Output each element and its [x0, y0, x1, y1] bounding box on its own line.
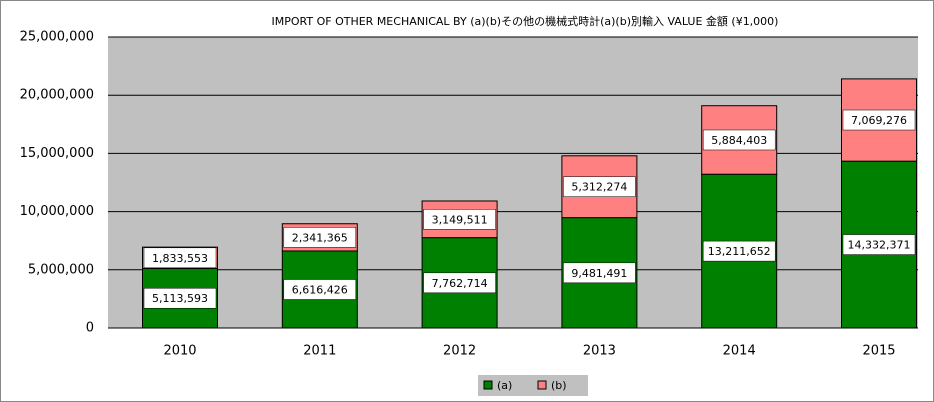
legend-label: (b)	[551, 379, 567, 392]
data-label: 7,762,714	[432, 277, 488, 290]
y-tick-label: 0	[86, 321, 94, 336]
data-label-box	[842, 234, 916, 255]
data-label: 2,341,365	[292, 231, 348, 244]
data-label-box	[423, 209, 496, 230]
data-label: 6,616,426	[292, 283, 348, 296]
x-tick-label: 2011	[303, 344, 336, 359]
data-label-box	[702, 240, 776, 262]
data-label-box	[842, 109, 916, 131]
x-tick-label: 2012	[443, 344, 476, 359]
y-tick-label: 10,000,000	[20, 204, 94, 219]
data-label: 7,069,276	[851, 114, 907, 127]
data-label: 5,884,403	[711, 134, 767, 147]
data-label: 13,211,652	[708, 245, 771, 258]
data-label: 5,113,593	[152, 292, 208, 305]
data-label-box	[143, 287, 217, 309]
y-tick-label: 20,000,000	[20, 88, 94, 103]
x-tick-label: 2013	[583, 344, 616, 359]
data-label: 3,149,511	[432, 213, 488, 226]
data-label: 5,312,274	[571, 181, 627, 194]
chart-title: IMPORT OF OTHER MECHANICAL BY (a)(b)その他の…	[272, 14, 779, 28]
data-label-box	[702, 129, 776, 151]
legend-label: (a)	[497, 379, 512, 392]
legend-box	[478, 375, 588, 396]
data-label-box	[283, 227, 357, 248]
data-label: 1,833,553	[152, 252, 208, 265]
data-label-box	[283, 279, 357, 300]
plot-area	[108, 37, 918, 328]
data-label: 14,332,371	[848, 239, 911, 252]
y-tick-label: 25,000,000	[20, 30, 94, 45]
data-label-box	[563, 176, 636, 197]
y-tick-label: 5,000,000	[28, 262, 94, 277]
x-tick-label: 2015	[862, 344, 895, 359]
data-label-box	[423, 272, 496, 294]
legend-swatch	[537, 380, 547, 390]
legend-swatch	[483, 380, 493, 390]
x-tick-label: 2014	[723, 344, 756, 359]
data-label: 9,481,491	[571, 267, 627, 280]
x-tick-label: 2010	[163, 344, 196, 359]
data-label-box	[563, 262, 636, 284]
y-tick-label: 15,000,000	[20, 146, 94, 161]
data-label-box	[143, 247, 217, 269]
